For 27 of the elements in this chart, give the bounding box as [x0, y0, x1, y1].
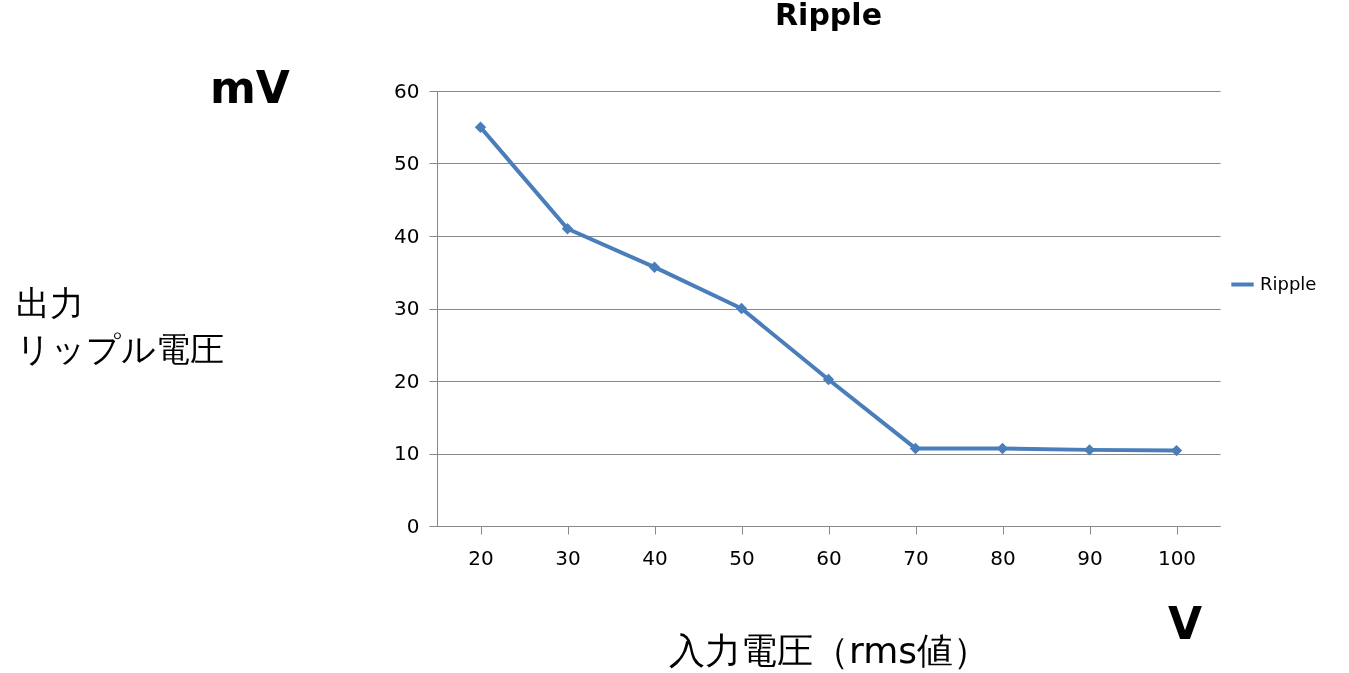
x-tick-label: 40 [642, 545, 668, 570]
x-tick-label: 30 [555, 545, 581, 570]
y-tick-label: 30 [394, 296, 420, 320]
x-tick-label: 20 [468, 545, 494, 570]
point [474, 121, 487, 133]
point [822, 373, 835, 386]
y-tick-label: 50 [394, 151, 420, 175]
point [561, 223, 574, 235]
text: V [1168, 598, 1203, 649]
y-tick-label: 10 [394, 441, 420, 465]
x-tick-label: 60 [816, 545, 842, 570]
x-axis-title: 入力電圧（rms値） [669, 629, 989, 671]
x-tick-label: 90 [1077, 545, 1103, 570]
y-tick-label: 0 [406, 513, 420, 538]
x-tick-label: 50 [729, 545, 755, 570]
chart-title: Ripple [775, 0, 882, 32]
point [648, 261, 661, 273]
text: 出力リップル電圧 [16, 283, 224, 369]
y-tick-label: 40 [394, 223, 420, 248]
x-tick-label: 80 [990, 545, 1016, 570]
point [735, 302, 748, 315]
text: mV [210, 62, 290, 113]
legend-label: Ripple [1260, 272, 1317, 294]
y-tick-label: 20 [394, 368, 420, 393]
x-tick-label: 100 [1157, 545, 1197, 570]
y-tick-label: 60 [394, 78, 420, 103]
x-tick-label: 70 [903, 545, 929, 570]
